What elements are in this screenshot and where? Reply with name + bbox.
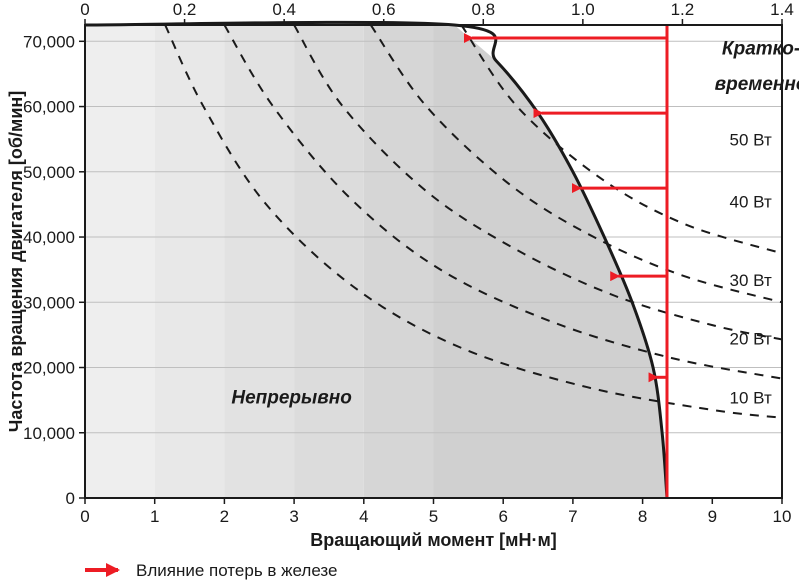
x-tick-label: 9 (708, 507, 717, 526)
x-tick-label: 4 (359, 507, 368, 526)
x-tick-label: 3 (289, 507, 298, 526)
x-tick-label: 5 (429, 507, 438, 526)
x-axis-label: Вращающий момент [мН·м] (310, 530, 557, 550)
x-top-tick-label: 1.0 (571, 0, 595, 19)
x-top-tick-label: 1.2 (671, 0, 695, 19)
x-top-tick-label: 0.8 (471, 0, 495, 19)
y-tick-label: 10,000 (23, 424, 75, 443)
y-tick-label: 30,000 (23, 293, 75, 312)
iso-power-label: 20 Вт (730, 330, 772, 349)
y-axis-label: Частота вращения двигателя [об/мин] (6, 91, 26, 433)
y-tick-label: 70,000 (23, 32, 75, 51)
x-top-tick-label: 0.4 (272, 0, 296, 19)
x-tick-label: 0 (80, 507, 89, 526)
x-top-tick-label: 0 (80, 0, 89, 19)
iso-power-label: 50 Вт (730, 131, 772, 150)
y-tick-label: 20,000 (23, 359, 75, 378)
x-top-tick-label: 0.6 (372, 0, 396, 19)
y-tick-label: 40,000 (23, 228, 75, 247)
y-tick-label: 50,000 (23, 163, 75, 182)
annotation-short-term: временно (715, 74, 799, 95)
legend-text: Влияние потерь в железе (136, 561, 337, 580)
iso-power-label: 40 Вт (730, 193, 772, 212)
x-tick-label: 2 (220, 507, 229, 526)
x-tick-label: 1 (150, 507, 159, 526)
x-tick-label: 7 (568, 507, 577, 526)
x-tick-label: 8 (638, 507, 647, 526)
annotation-continuous: Непрерывно (231, 387, 351, 408)
y-tick-label: 60,000 (23, 98, 75, 117)
x-top-tick-label: 0.2 (173, 0, 197, 19)
x-tick-label: 6 (498, 507, 507, 526)
annotation-short-term: Кратко- (722, 38, 799, 59)
x-top-tick-label: 1.4 (770, 0, 794, 19)
y-tick-label: 0 (66, 489, 75, 508)
chart-container: { "chart": { "type": "line-region", "wid… (0, 0, 799, 583)
iso-power-label: 10 Вт (730, 388, 772, 407)
iso-power-label: 30 Вт (730, 271, 772, 290)
x-tick-label: 10 (773, 507, 792, 526)
